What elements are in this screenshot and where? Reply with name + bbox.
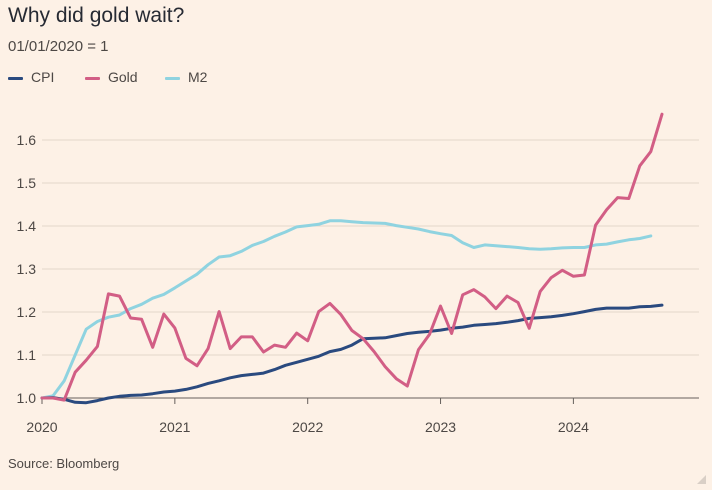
source-note: Source: Bloomberg <box>8 456 120 471</box>
x-tick-label: 2023 <box>425 419 456 435</box>
legend-label-cpi: CPI <box>31 69 55 85</box>
x-axis-ticks: 2020 2021 2022 2023 2024 <box>26 398 589 435</box>
y-tick-label: 1.5 <box>17 175 37 191</box>
y-tick-label: 1.3 <box>17 261 37 277</box>
y-tick-label: 1.6 <box>17 132 37 148</box>
x-tick-label: 2024 <box>558 419 589 435</box>
y-tick-label: 1.2 <box>17 304 37 320</box>
series-line-m2 <box>40 219 653 400</box>
series-line-gold <box>40 112 664 402</box>
x-tick-label: 2020 <box>26 419 57 435</box>
y-tick-label: 1.0 <box>17 390 37 406</box>
chart-subtitle: 01/01/2020 = 1 <box>8 38 109 55</box>
legend-label-m2: M2 <box>188 69 208 85</box>
legend-swatch-m2 <box>165 77 180 80</box>
gridlines <box>42 139 699 399</box>
series-lines <box>40 112 664 405</box>
legend-swatch-cpi <box>8 77 23 80</box>
y-tick-label: 1.4 <box>17 218 37 234</box>
x-tick-label: 2021 <box>159 419 190 435</box>
x-tick-label: 2022 <box>292 419 323 435</box>
series-line-cpi <box>40 303 664 405</box>
legend-label-gold: Gold <box>108 69 138 85</box>
resize-handle-icon <box>697 475 706 484</box>
y-axis-ticks: 1.0 1.1 1.2 1.3 1.4 1.5 1.6 <box>17 132 37 406</box>
legend-swatch-gold <box>85 77 100 80</box>
y-tick-label: 1.1 <box>17 347 37 363</box>
chart-title: Why did gold wait? <box>8 4 185 27</box>
